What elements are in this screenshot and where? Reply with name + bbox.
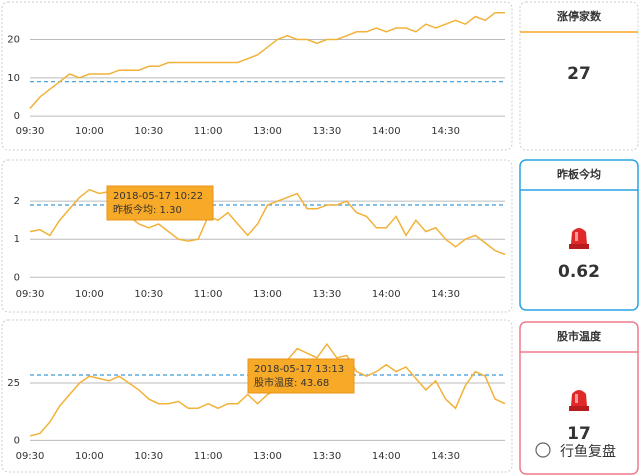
x-tick-label: 09:30 [16, 126, 45, 137]
panel [519, 1, 639, 151]
data-line [29, 11, 505, 109]
x-tick-label: 13:30 [312, 126, 341, 137]
x-tick-label: 14:00 [372, 126, 401, 137]
x-tick-label: 10:30 [134, 451, 163, 462]
chart-frame [1, 319, 513, 473]
y-tick-label: 1 [14, 234, 20, 245]
panel-title: 涨停家数 [557, 9, 602, 23]
tooltip-text: 股市温度: 43.68 [254, 376, 329, 389]
x-tick-label: 14:30 [431, 289, 460, 300]
siren-glare [575, 394, 578, 403]
watermark-icon [535, 442, 551, 458]
x-tick-label: 14:30 [431, 451, 460, 462]
panel-value: 27 [567, 64, 591, 84]
x-tick-label: 13:30 [312, 451, 341, 462]
x-tick-label: 14:00 [372, 451, 401, 462]
panel-value: 0.62 [558, 262, 600, 282]
x-tick-label: 14:30 [431, 126, 460, 137]
siren-base [569, 244, 589, 249]
x-tick-label: 13:00 [253, 289, 282, 300]
x-tick-label: 11:00 [194, 289, 223, 300]
panel-title: 股市温度 [557, 329, 602, 343]
tooltip-time: 2018-05-17 13:13 [254, 364, 344, 375]
tooltip-time: 2018-05-17 10:22 [113, 191, 203, 202]
x-tick-label: 10:30 [134, 126, 163, 137]
x-tick-label: 14:00 [372, 289, 401, 300]
x-tick-label: 10:00 [75, 289, 104, 300]
y-tick-label: 0 [14, 272, 20, 283]
x-tick-label: 09:30 [16, 451, 45, 462]
siren-glare [575, 232, 578, 241]
x-tick-label: 10:00 [75, 451, 104, 462]
data-line [29, 188, 506, 256]
x-tick-label: 13:00 [253, 451, 282, 462]
x-tick-label: 11:00 [194, 451, 223, 462]
y-tick-label: 25 [7, 378, 20, 389]
x-tick-label: 09:30 [16, 289, 45, 300]
x-tick-label: 11:00 [194, 126, 223, 137]
x-tick-label: 13:30 [312, 289, 341, 300]
chart-frame [1, 1, 513, 151]
x-tick-label: 10:30 [134, 289, 163, 300]
watermark: 行鱼复盘 [560, 443, 616, 460]
y-tick-label: 10 [7, 73, 20, 84]
tooltip-box [106, 185, 214, 221]
siren-base [569, 406, 589, 411]
x-tick-label: 10:00 [75, 126, 104, 137]
panel-value: 17 [567, 424, 591, 444]
data-line [29, 342, 506, 437]
x-tick-label: 13:00 [253, 126, 282, 137]
tooltip-text: 昨板今均: 1.30 [113, 203, 182, 216]
y-tick-label: 20 [7, 35, 20, 46]
y-tick-label: 0 [14, 435, 20, 446]
tooltip-box [247, 358, 355, 394]
chart-frame [1, 159, 513, 313]
panel-title: 昨板今均 [557, 167, 601, 181]
y-tick-label: 0 [14, 111, 20, 122]
y-tick-label: 2 [14, 196, 20, 207]
